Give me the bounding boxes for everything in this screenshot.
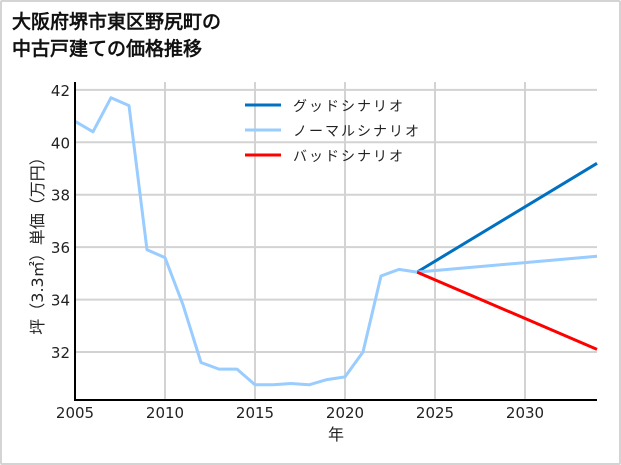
y-tick-labels: 32 34 36 38 40 42 [51, 82, 70, 362]
scenario-line-2 [416, 270, 598, 351]
x-tick-label: 2030 [506, 404, 544, 422]
x-axis-label: 年 [328, 425, 344, 444]
y-tick-label: 32 [51, 344, 70, 362]
historical-line [74, 96, 418, 387]
y-tick-label: 36 [51, 239, 70, 257]
scenario-line-0 [416, 162, 598, 274]
x-tick-label: 2020 [326, 404, 364, 422]
legend-label: バッドシナリオ [293, 149, 405, 165]
data-lines [74, 96, 598, 387]
scenario-line-1 [416, 254, 598, 274]
x-tick-labels: 2005 2010 2015 2020 2025 2030 [56, 404, 544, 422]
chart-title: 大阪府堺市東区野尻町の 中古戸建ての価格推移 [12, 9, 221, 63]
y-tick-label: 34 [51, 292, 70, 310]
chart-title-line-2: 中古戸建ての価格推移 [12, 38, 203, 60]
axes [74, 82, 597, 401]
grid-lines [75, 82, 597, 400]
x-tick-label: 2005 [56, 404, 94, 422]
x-tick-label: 2010 [146, 404, 184, 422]
chart-title-line-1: 大阪府堺市東区野尻町の [12, 11, 222, 33]
y-tick-label: 38 [51, 187, 70, 205]
y-tick-label: 42 [51, 82, 70, 100]
y-tick-label: 40 [51, 134, 70, 152]
x-tick-label: 2015 [236, 404, 274, 422]
legend-label: ノーマルシナリオ [293, 124, 421, 140]
y-axis-label: 坪（3.3㎡）単価（万円） [28, 149, 47, 334]
x-tick-label: 2025 [416, 404, 454, 422]
legend-label: グッドシナリオ [293, 99, 405, 115]
